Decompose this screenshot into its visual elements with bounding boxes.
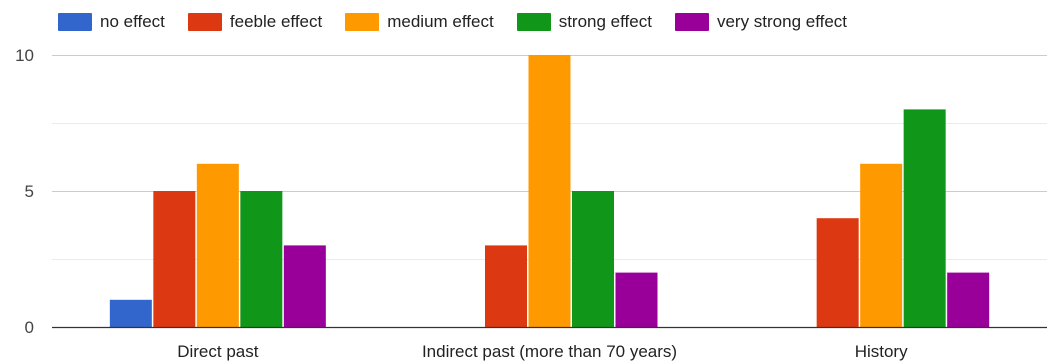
legend-label: feeble effect: [229, 12, 323, 31]
bar-strong-effect-0: [240, 191, 283, 327]
bar-very-strong-effect-0: [283, 245, 326, 327]
bar-no-effect-0: [109, 299, 152, 327]
legend-item-strong-effect[interactable]: strong effect: [516, 12, 652, 32]
bar-very-strong-effect-1: [615, 272, 658, 327]
legend-item-no-effect[interactable]: no effect: [58, 12, 165, 32]
y-tick-label: 0: [25, 318, 34, 337]
x-category-label: Direct past: [177, 342, 259, 361]
bar-feeble-effect-2: [816, 218, 859, 327]
legend-swatch: [516, 13, 551, 31]
bar-strong-effect-1: [572, 191, 614, 327]
legend-label: very strong effect: [716, 12, 848, 31]
bar-strong-effect-2: [903, 109, 946, 328]
legend-label: no effect: [100, 12, 165, 31]
legend-label: strong effect: [558, 12, 652, 31]
legend-item-very-strong-effect[interactable]: very strong effect: [674, 12, 848, 32]
bar-very-strong-effect-2: [947, 272, 990, 327]
legend-item-feeble-effect[interactable]: feeble effect: [187, 12, 323, 32]
legend-swatch: [187, 13, 222, 31]
y-tick-label: 10: [15, 46, 34, 65]
bar-medium-effect-2: [860, 163, 903, 327]
legend-swatch: [674, 13, 709, 31]
y-tick-label: 5: [25, 182, 34, 201]
legend-label: medium effect: [387, 12, 494, 31]
bar-medium-effect-0: [196, 163, 239, 327]
legend-item-medium-effect[interactable]: medium effect: [345, 12, 494, 32]
bar-medium-effect-1: [528, 55, 571, 327]
x-category-label: Indirect past (more than 70 years): [422, 342, 677, 361]
x-category-label: History: [855, 342, 908, 361]
bar-feeble-effect-1: [485, 245, 527, 327]
bar-feeble-effect-0: [153, 191, 196, 327]
legend-swatch: [58, 13, 92, 31]
legend-swatch: [345, 13, 380, 31]
chart-legend: no effect feeble effect medium effect st…: [58, 8, 847, 36]
